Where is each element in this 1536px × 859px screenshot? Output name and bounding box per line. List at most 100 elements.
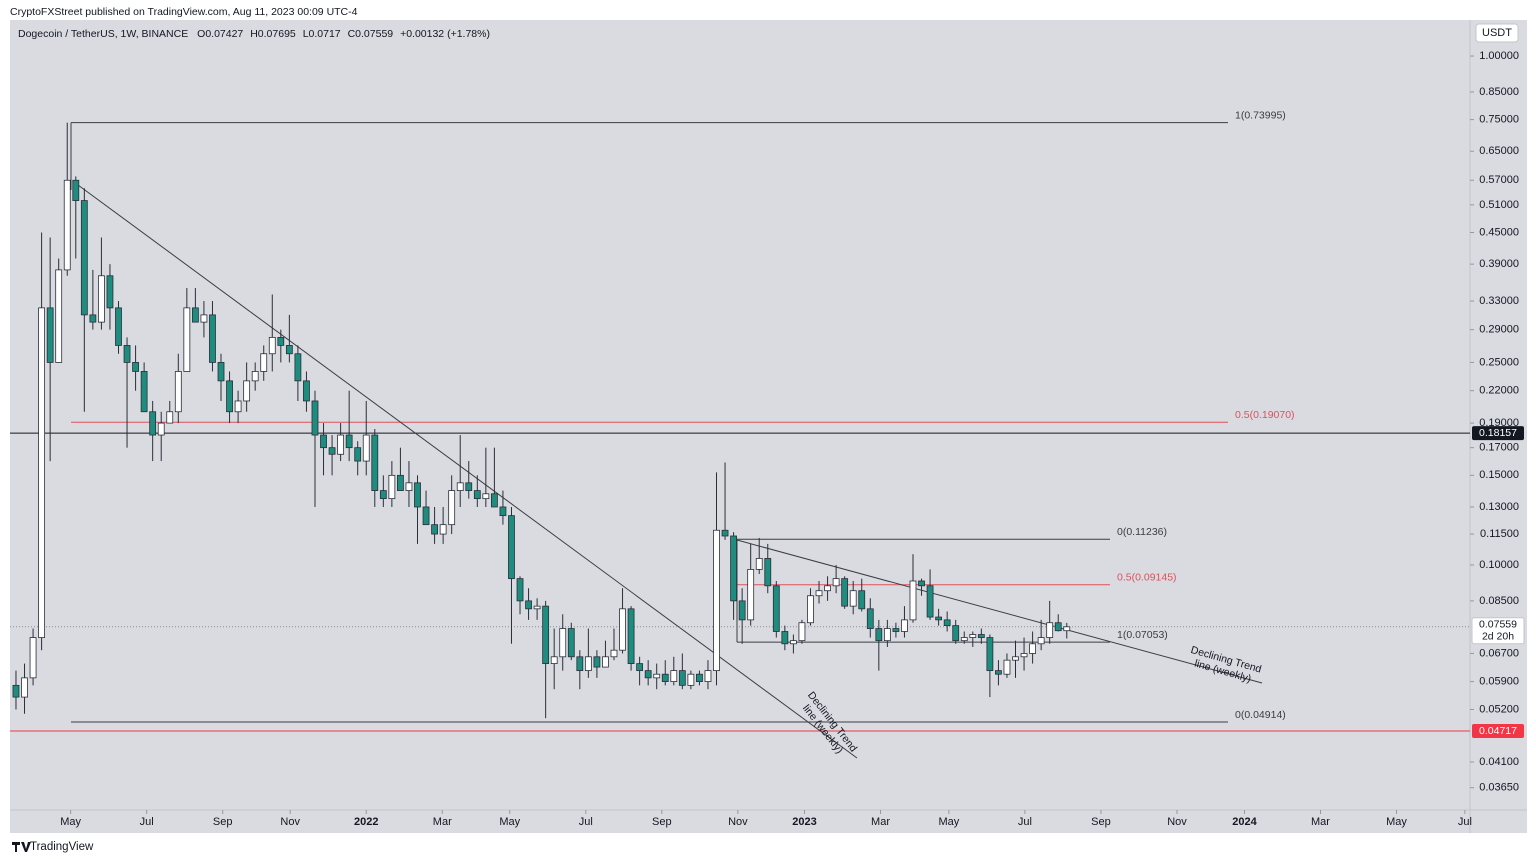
candle-body (619, 608, 626, 651)
chart-background (10, 20, 1527, 833)
candle-body (226, 380, 233, 413)
y-tick-label: 0.22000 (1479, 385, 1519, 397)
fib-label: 0.5(0.09145) (1117, 571, 1177, 583)
candle-body (243, 380, 251, 402)
candle-body (29, 637, 37, 679)
candle-body (1012, 656, 1019, 661)
candle-body (798, 622, 806, 642)
x-tick-label: Jul (1458, 816, 1472, 828)
candle-body (935, 616, 943, 621)
candle-body (858, 590, 866, 610)
candle-body (80, 200, 88, 316)
candle-body (311, 400, 319, 436)
candle-body (636, 663, 644, 672)
countdown: 2d 20h (1482, 631, 1514, 643)
candle-body (516, 578, 524, 602)
candle-body (328, 447, 336, 455)
candle-body (781, 631, 789, 645)
candle-body (610, 649, 618, 658)
candle-body (602, 656, 609, 668)
x-tick-label: Jul (140, 816, 154, 828)
candle-body (191, 307, 199, 323)
candle-body (1054, 622, 1062, 632)
y-tick-label: 0.17000 (1479, 442, 1519, 454)
candle-body (721, 529, 729, 537)
fib-label: 1(0.07053) (1117, 629, 1168, 641)
price-tag-label: 0.18157 (1479, 427, 1517, 439)
candle-body (354, 447, 362, 462)
candle-body (593, 656, 601, 668)
candle-body (909, 580, 917, 621)
candle-body (379, 490, 387, 500)
candle-body (918, 580, 925, 587)
candle-body (661, 673, 669, 682)
candle-body (901, 619, 908, 632)
candle-body (704, 670, 712, 682)
x-tick-label: Nov (728, 816, 748, 828)
candle-body (251, 371, 259, 382)
y-tick-label: 0.13000 (1479, 501, 1519, 513)
candle-body (960, 637, 968, 642)
x-tick-label: Nov (280, 816, 300, 828)
fib-label: 1(0.73995) (1235, 109, 1286, 121)
y-tick-label: 0.11500 (1480, 528, 1519, 540)
fib-label: 0.5(0.19070) (1235, 409, 1295, 421)
candle-body (174, 371, 182, 413)
candle-body (892, 628, 900, 632)
candle-body (670, 670, 678, 682)
candle-body (140, 371, 148, 413)
candle-body (653, 673, 661, 679)
ohlc-value: 0.07427 (205, 28, 243, 40)
x-tick-label: May (1386, 816, 1407, 828)
y-tick-label: 1.00000 (1479, 50, 1519, 62)
candle-body (533, 605, 541, 610)
x-tick-label: 2024 (1232, 816, 1257, 828)
x-tick-label: Sep (652, 816, 672, 828)
y-tick-label: 0.45000 (1479, 226, 1519, 238)
y-tick-label: 0.10000 (1479, 559, 1519, 571)
y-tick-label: 0.33000 (1479, 295, 1519, 307)
candle-body (789, 640, 797, 645)
candle-body (397, 474, 404, 491)
ohlc-value: 0.07695 (258, 28, 296, 40)
x-tick-label: May (499, 816, 520, 828)
current-price-tag (1471, 617, 1525, 645)
x-tick-label: Nov (1167, 816, 1187, 828)
symbol-legend: Dogecoin / TetherUS, 1W, BINANCE O0.0742… (18, 28, 490, 40)
candle-body (696, 673, 703, 682)
candle-body (482, 493, 490, 500)
candle-body (952, 625, 960, 642)
candle-body (132, 362, 139, 372)
candle-body (995, 670, 1002, 675)
candle-body (542, 605, 550, 664)
y-tick-label: 0.65000 (1479, 145, 1519, 157)
candle-body (123, 345, 131, 363)
ohlc-value: 0.0717 (309, 28, 341, 40)
candle-body (157, 422, 165, 436)
candle-body (46, 307, 54, 363)
candle-body (72, 179, 80, 201)
x-tick-label: Sep (1091, 816, 1111, 828)
candle-body (55, 269, 63, 363)
y-tick-label: 0.04100 (1479, 756, 1519, 768)
candle-body (405, 482, 413, 491)
candle-body (525, 600, 532, 610)
candle-body (747, 569, 755, 621)
candle-body (106, 275, 114, 309)
ohlc-label: C (348, 28, 356, 40)
current-price-label: 0.07559 (1479, 619, 1517, 631)
currency[interactable]: USDT (1482, 27, 1512, 39)
candle-body (508, 515, 515, 580)
candle-body (473, 490, 481, 500)
y-tick-label: 0.39000 (1479, 258, 1519, 270)
candle-body (926, 585, 934, 618)
candle-body (1046, 622, 1054, 638)
candle-body (755, 558, 763, 570)
candle-body (490, 493, 498, 508)
candle-body (883, 628, 891, 642)
ohlc-label: H (250, 28, 258, 40)
candle-body (422, 506, 430, 526)
currency-button[interactable] (1475, 23, 1519, 43)
